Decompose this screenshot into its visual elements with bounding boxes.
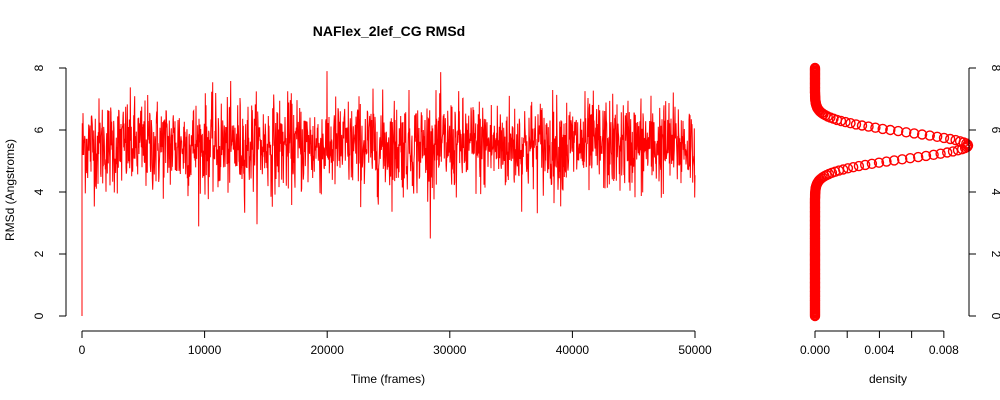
density-point	[860, 159, 871, 171]
density-x-tick-label: 0.004	[864, 343, 894, 357]
density-point	[897, 154, 908, 165]
density-point	[905, 152, 916, 164]
density-x-tick-label: 0.008	[929, 343, 959, 357]
density-point	[935, 148, 946, 159]
density-point	[945, 133, 956, 145]
main-y-tick-label: 2	[32, 250, 46, 257]
density-point	[938, 132, 950, 144]
density-point	[845, 117, 856, 129]
density-point	[913, 151, 924, 163]
density-point	[870, 122, 881, 133]
density-point	[962, 140, 974, 152]
density-point	[873, 157, 885, 168]
main-y-tick-label: 8	[32, 64, 46, 71]
main-y-tick-label: 0	[32, 312, 46, 319]
density-y-tick-label: 4	[989, 189, 1000, 196]
main-axes: 0 10000 20000 30000 40000 50000 0 2 4 6 8	[32, 64, 712, 357]
density-point	[889, 155, 900, 166]
density-point	[924, 130, 935, 141]
density-point	[893, 125, 904, 137]
density-point	[920, 150, 932, 162]
density-point	[856, 120, 868, 131]
density-point	[835, 115, 847, 127]
main-x-tick-label: 30000	[433, 343, 467, 357]
density-point	[848, 161, 859, 173]
density-point	[866, 158, 878, 170]
density-point	[901, 127, 912, 138]
density-point	[853, 160, 865, 172]
density-point	[928, 149, 939, 161]
rmsd-line-path	[81, 71, 696, 316]
main-y-tick-label: 6	[32, 126, 46, 133]
chart-title: NAFlex_2lef_CG RMSd	[313, 23, 465, 39]
density-y-tick-label: 6	[989, 127, 1000, 134]
density-point	[909, 128, 920, 139]
main-x-tick-label: 20000	[311, 343, 345, 357]
density-point	[840, 116, 851, 128]
main-y-axis-label: RMSd (Angstroms)	[3, 139, 17, 241]
density-point	[881, 156, 892, 167]
density-point	[850, 119, 862, 130]
density-point	[961, 141, 973, 153]
density-point	[952, 145, 964, 156]
density-y-tick-label: 2	[989, 251, 1000, 258]
main-y-tick-label: 4	[32, 188, 46, 195]
density-point	[877, 123, 888, 135]
density-point	[932, 131, 943, 143]
main-x-tick-label: 50000	[678, 343, 712, 357]
density-x-tick-label: 0.000	[800, 343, 830, 357]
density-x-axis-label: density	[869, 372, 907, 386]
density-point	[942, 147, 953, 158]
density-axes: 0.000 0.004 0.008 0 2 4 6 8	[800, 65, 1000, 357]
density-point	[863, 121, 874, 132]
density-point	[916, 129, 928, 140]
density-series	[809, 62, 974, 322]
rmsd-series-line	[81, 71, 696, 316]
density-point	[809, 310, 821, 322]
density-y-tick-label: 8	[989, 65, 1000, 72]
main-x-tick-label: 10000	[188, 343, 222, 357]
density-point	[885, 124, 896, 136]
density-point	[947, 146, 959, 157]
main-x-axis-label: Time (frames)	[351, 372, 425, 386]
density-y-tick-label: 0	[989, 313, 1000, 320]
main-x-tick-label: 40000	[556, 343, 590, 357]
main-x-tick-label: 0	[79, 343, 86, 357]
